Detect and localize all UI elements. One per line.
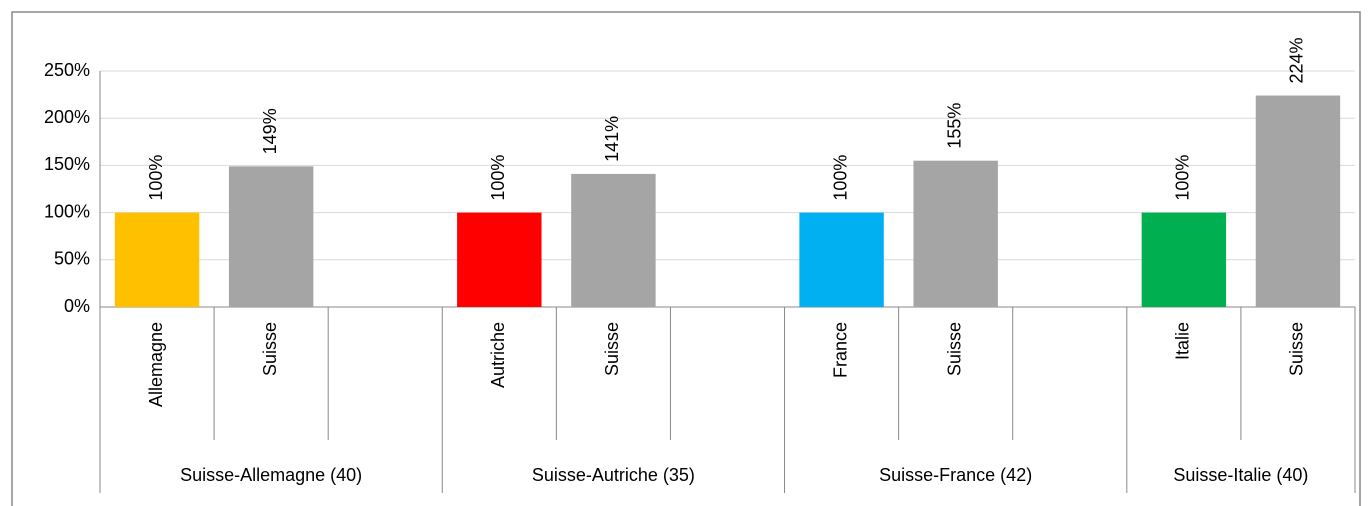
bar [457, 212, 542, 307]
value-label: 224% [1287, 37, 1307, 83]
value-label: 100% [1173, 155, 1193, 201]
bar [228, 166, 314, 307]
bar [1141, 212, 1227, 307]
y-tick-label: 50% [54, 249, 90, 269]
x-tick-label: Autriche [488, 322, 508, 388]
bar [114, 212, 200, 307]
group-label: Suisse-Autriche (35) [532, 465, 695, 485]
value-label: 100% [488, 155, 508, 201]
x-tick-label: France [830, 322, 850, 378]
value-label: 100% [146, 155, 166, 201]
x-tick-label: Suisse [944, 322, 964, 376]
value-label: 141% [602, 116, 622, 162]
x-tick-label: Allemagne [146, 322, 166, 407]
group-label: Suisse-Italie (40) [1173, 465, 1308, 485]
value-label: 149% [260, 108, 280, 154]
y-tick-label: 200% [44, 107, 90, 127]
bar [571, 173, 656, 307]
y-tick-label: 100% [44, 201, 90, 221]
bar [799, 212, 884, 307]
x-tick-label: Suisse [260, 322, 280, 376]
x-tick-label: Italie [1173, 322, 1193, 360]
value-label: 100% [830, 155, 850, 201]
bar [1255, 95, 1341, 307]
y-tick-label: 250% [44, 60, 90, 80]
y-tick-label: 150% [44, 154, 90, 174]
group-label: Suisse-France (42) [879, 465, 1032, 485]
x-tick-label: Suisse [602, 322, 622, 376]
y-tick-label: 0% [64, 296, 90, 316]
bar [913, 160, 998, 307]
x-tick-label: Suisse [1287, 322, 1307, 376]
chart-border [11, 11, 1361, 506]
value-label: 155% [944, 103, 964, 149]
group-label: Suisse-Allemagne (40) [180, 465, 362, 485]
